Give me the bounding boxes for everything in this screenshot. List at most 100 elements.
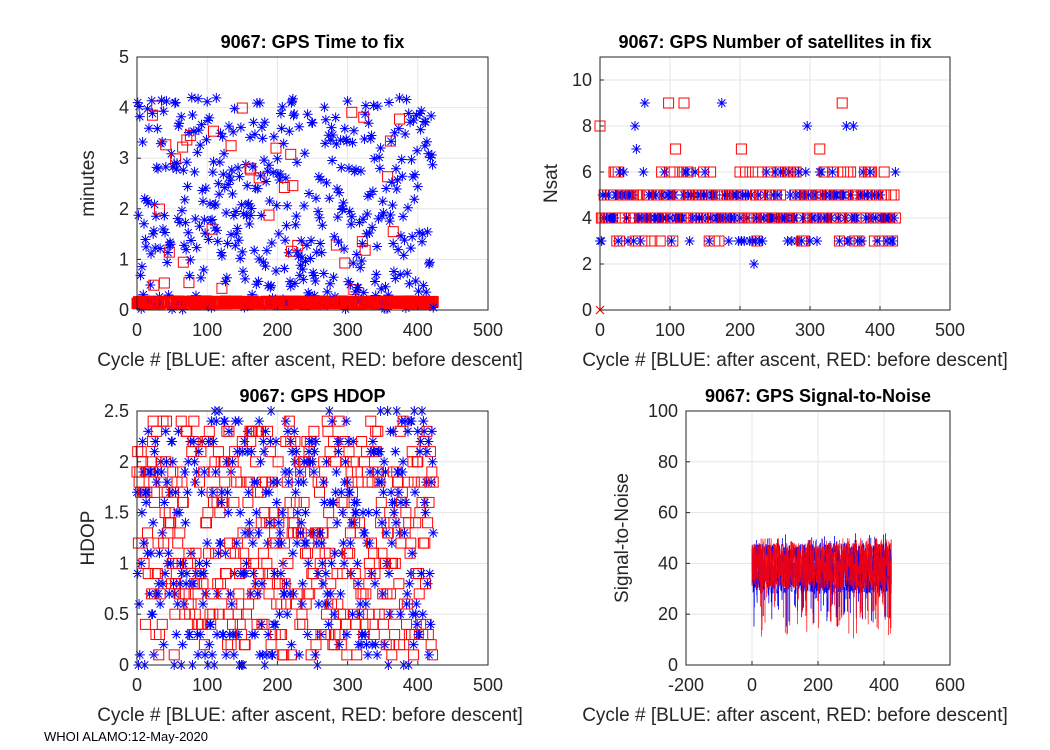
after-ascent-point [659, 167, 670, 177]
after-ascent-point [181, 157, 192, 168]
after-ascent-point [172, 599, 183, 610]
after-ascent-point [399, 527, 410, 538]
after-ascent-point [371, 507, 382, 518]
after-ascent-point [366, 130, 377, 141]
after-ascent-point [404, 578, 415, 589]
after-ascent-point [286, 639, 297, 650]
after-ascent-point [336, 162, 347, 173]
before-descent-point [152, 537, 164, 549]
after-ascent-point [218, 169, 229, 180]
after-ascent-point [361, 639, 372, 650]
after-ascent-point [422, 578, 433, 589]
before-descent-point [889, 212, 901, 224]
after-ascent-point [321, 177, 332, 188]
after-ascent-point [271, 200, 282, 211]
after-ascent-point [230, 206, 241, 217]
after-ascent-point [315, 238, 326, 249]
after-ascent-point [276, 123, 287, 134]
before-descent-point [291, 588, 303, 600]
after-ascent-point [417, 228, 428, 239]
after-ascent-point [369, 153, 380, 164]
after-ascent-point [283, 247, 294, 258]
after-ascent-point [164, 487, 175, 498]
before-descent-point [174, 527, 186, 539]
y-tick-label: 4 [582, 208, 592, 228]
y-axis-label-snr: Signal-to-Noise [612, 473, 633, 603]
after-ascent-point [173, 121, 184, 132]
after-ascent-point [174, 578, 185, 589]
before-descent-point [275, 598, 287, 610]
panel-time-to-fix: 0 100 200 300 400 500 0 1 2 3 4 5 9067: GPS Time to… [78, 32, 523, 371]
after-ascent-point [289, 456, 300, 467]
after-ascent-point [334, 639, 345, 650]
after-ascent-point [197, 599, 208, 610]
chart-title-snr: 9067: GPS Signal-to-Noise [705, 386, 931, 406]
after-ascent-point [305, 253, 316, 264]
after-ascent-point [230, 240, 241, 251]
after-ascent-point [362, 649, 373, 660]
before-descent-point [239, 639, 251, 651]
after-ascent-point [156, 466, 167, 477]
before-descent-point [277, 507, 289, 519]
before-descent-point [405, 537, 417, 549]
after-ascent-point [346, 219, 357, 230]
after-ascent-point [388, 507, 399, 518]
after-ascent-point [157, 224, 168, 235]
y-axis-label-num-satellites: Nsat [541, 163, 562, 203]
after-ascent-point [833, 213, 843, 223]
after-ascent-point [316, 247, 327, 258]
after-ascent-point [326, 122, 337, 133]
after-ascent-point [701, 190, 712, 200]
after-ascent-point [677, 213, 688, 223]
after-ascent-point [227, 188, 238, 199]
before-descent-point [225, 140, 237, 152]
after-ascent-point [190, 477, 201, 488]
after-ascent-point [259, 117, 270, 128]
after-ascent-point [384, 97, 395, 108]
after-ascent-point [234, 171, 245, 182]
after-ascent-point [285, 436, 296, 447]
after-ascent-point [325, 135, 336, 146]
after-ascent-point [339, 558, 350, 569]
after-ascent-point [394, 92, 405, 103]
before-descent-point [880, 189, 892, 201]
after-ascent-point [225, 588, 236, 599]
after-ascent-point [258, 436, 269, 447]
after-ascent-point [202, 115, 213, 126]
before-descent-point [359, 244, 371, 256]
after-ascent-point [164, 237, 175, 248]
points-time-to-fix [131, 92, 439, 315]
after-ascent-point [280, 416, 291, 427]
after-ascent-point [269, 568, 280, 579]
after-ascent-point [141, 241, 152, 252]
after-ascent-point [172, 213, 183, 224]
after-ascent-point [749, 259, 759, 269]
after-ascent-point [148, 225, 159, 236]
after-ascent-point [315, 174, 326, 185]
after-ascent-point [391, 517, 402, 528]
after-ascent-point [369, 578, 380, 589]
after-ascent-point [355, 166, 366, 177]
y-axis-label-time-to-fix: minutes [78, 150, 99, 217]
after-ascent-point [327, 130, 338, 141]
after-ascent-point [275, 169, 286, 180]
after-ascent-point [338, 538, 349, 549]
after-ascent-point [198, 568, 209, 579]
before-descent-point [165, 517, 177, 529]
after-ascent-point [222, 238, 233, 249]
after-ascent-point [231, 538, 242, 549]
y-tick-label: 6 [582, 162, 592, 182]
after-ascent-point [143, 123, 154, 134]
after-ascent-point [270, 619, 281, 630]
after-ascent-point [339, 123, 350, 134]
before-descent-point [297, 618, 309, 630]
after-ascent-point [292, 157, 303, 168]
after-ascent-point [290, 487, 301, 498]
before-descent-point [285, 148, 297, 160]
after-ascent-point [216, 247, 227, 258]
after-ascent-point [220, 276, 231, 287]
after-ascent-point [179, 194, 190, 205]
x-tick-label: 200 [725, 320, 755, 340]
after-ascent-point [248, 117, 259, 128]
x-tick-label: 0 [132, 675, 142, 695]
